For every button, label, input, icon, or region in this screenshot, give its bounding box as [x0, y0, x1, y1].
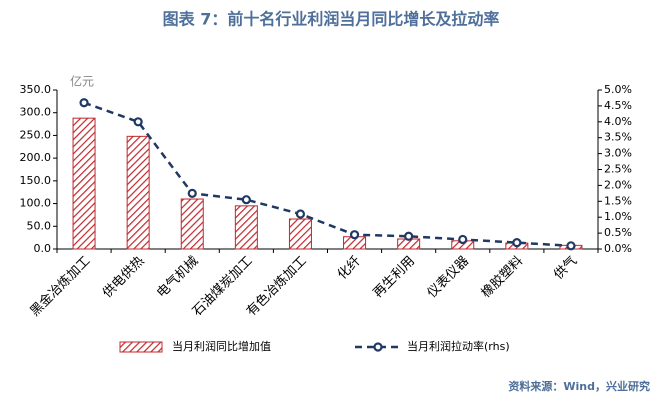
- y-tick-label: 300.0: [20, 106, 52, 119]
- marker: [79, 98, 89, 108]
- x-tick-label: 供电供热: [100, 254, 147, 301]
- x-tick-label: 再生利用: [371, 254, 418, 301]
- source: 资料来源：Wind，兴业研究: [508, 379, 650, 393]
- y-tick-label: 100.0: [20, 197, 52, 210]
- y2-tick-label: 0.0%: [604, 242, 632, 255]
- legend-swatch: [119, 341, 163, 353]
- y2-tick-label: 1.5%: [604, 194, 632, 207]
- y2-tick-label: 5.0%: [604, 83, 632, 96]
- marker: [187, 188, 197, 198]
- y-tick-label: 350.0: [20, 83, 52, 96]
- y2-tick-label: 4.0%: [604, 115, 632, 128]
- y2-tick-label: 2.5%: [604, 163, 632, 176]
- y2-tick-label: 4.5%: [604, 99, 632, 112]
- y-tick-label: 0.0: [34, 242, 52, 255]
- marker: [512, 238, 522, 248]
- line: [83, 101, 572, 248]
- marker: [458, 234, 468, 245]
- y2-tick-label: 0.5%: [604, 226, 632, 239]
- bar: [234, 205, 258, 250]
- bar: [72, 117, 96, 250]
- marker: [404, 231, 414, 241]
- marker: [133, 117, 143, 127]
- y-unit: 亿元: [70, 74, 94, 89]
- y2-tick-label: 3.5%: [604, 131, 632, 144]
- bar: [288, 218, 312, 250]
- x-tick-label: 供气: [551, 253, 581, 283]
- x-tick-label: 仪表仪器: [425, 254, 472, 301]
- x-tick-label: 黑金冶炼加工: [27, 253, 93, 319]
- marker: [295, 209, 306, 219]
- y2-tick-label: 2.0%: [604, 178, 632, 191]
- bar: [180, 198, 204, 250]
- y2-tick-label: 1.0%: [604, 210, 632, 223]
- marker: [241, 195, 251, 205]
- y-tick-label: 200.0: [20, 151, 52, 164]
- legend-label: 当月利润同比增加值: [172, 339, 271, 353]
- legend-label: 当月利润拉动率(rhs): [407, 339, 510, 353]
- y-tick-label: 150.0: [20, 174, 52, 187]
- legend-marker: [373, 342, 383, 352]
- x-tick-label: 化纤: [335, 254, 364, 283]
- x-tick-label: 电气机械: [153, 253, 201, 301]
- y-tick-label: 250.0: [20, 128, 52, 141]
- y-tick-label: 50.0: [27, 219, 52, 232]
- marker: [566, 241, 576, 251]
- bar: [126, 135, 150, 250]
- chart-title: 图表 7：前十名行业利润当月同比增长及拉动率: [163, 10, 500, 29]
- x-tick-label: 橡胶塑料: [478, 253, 526, 301]
- y2-tick-label: 3.0%: [604, 147, 632, 160]
- marker: [349, 230, 360, 240]
